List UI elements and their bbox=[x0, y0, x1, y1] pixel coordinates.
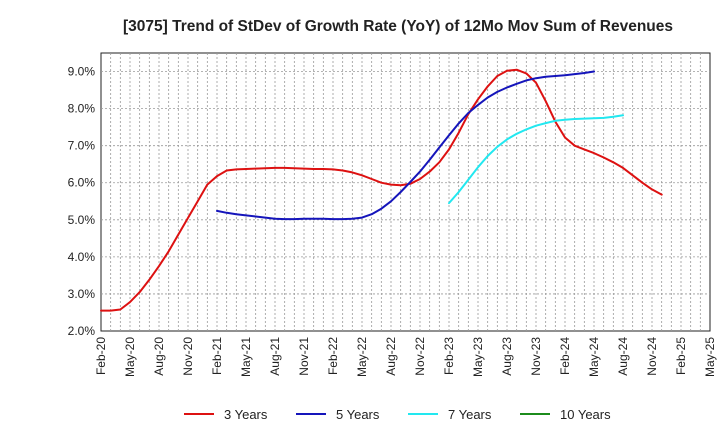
x-tick-label: Feb-22 bbox=[326, 337, 340, 375]
legend-label: 10 Years bbox=[560, 407, 611, 422]
x-tick-label: Aug-20 bbox=[152, 337, 166, 376]
y-tick-label: 9.0% bbox=[68, 65, 96, 79]
x-tick-label: Aug-24 bbox=[616, 337, 630, 376]
x-tick-label: May-25 bbox=[703, 337, 717, 377]
series-line-7-years bbox=[448, 114, 624, 205]
y-tick-label: 4.0% bbox=[68, 250, 96, 264]
series-line-3-years bbox=[100, 68, 663, 312]
x-tick-label: Aug-23 bbox=[500, 337, 514, 376]
x-tick-label: May-24 bbox=[587, 337, 601, 377]
y-tick-label: 6.0% bbox=[68, 176, 96, 190]
series-lines bbox=[100, 68, 663, 312]
x-tick-label: Aug-21 bbox=[268, 337, 282, 376]
x-tick-label: Nov-24 bbox=[645, 337, 659, 376]
grid-lines bbox=[101, 53, 710, 331]
y-tick-label: 7.0% bbox=[68, 139, 96, 153]
x-axis-ticks: Feb-20 May-20 Aug-20 Nov-20 Feb-21 May-21 Aug-… bbox=[94, 337, 717, 377]
x-tick-label: Feb-24 bbox=[558, 337, 572, 375]
y-tick-label: 2.0% bbox=[68, 324, 96, 338]
x-tick-label: May-21 bbox=[239, 337, 253, 377]
legend-label: 7 Years bbox=[448, 407, 492, 422]
x-tick-label: Feb-21 bbox=[210, 337, 224, 375]
legend-label: 3 Years bbox=[224, 407, 268, 422]
x-tick-label: May-22 bbox=[355, 337, 369, 377]
y-axis-ticks: 2.0% 3.0% 4.0% 5.0% 6.0% 7.0% 8.0% 9.0% bbox=[68, 65, 96, 338]
x-tick-label: Feb-20 bbox=[94, 337, 108, 375]
x-tick-label: Nov-20 bbox=[181, 337, 195, 376]
legend-label: 5 Years bbox=[336, 407, 380, 422]
x-tick-label: Nov-21 bbox=[297, 337, 311, 376]
series-line-5-years bbox=[216, 70, 595, 221]
y-tick-label: 3.0% bbox=[68, 287, 96, 301]
chart-title: [3075] Trend of StDev of Growth Rate (Yo… bbox=[123, 18, 673, 35]
x-tick-label: Feb-25 bbox=[674, 337, 688, 375]
x-tick-label: Nov-22 bbox=[413, 337, 427, 376]
x-tick-label: Feb-23 bbox=[442, 337, 456, 375]
plot-frame bbox=[100, 52, 711, 332]
x-tick-label: Nov-23 bbox=[529, 337, 543, 376]
x-tick-label: Aug-22 bbox=[384, 337, 398, 376]
y-tick-label: 5.0% bbox=[68, 213, 96, 227]
y-tick-label: 8.0% bbox=[68, 102, 96, 116]
plot-area bbox=[100, 52, 711, 332]
x-tick-label: May-20 bbox=[123, 337, 137, 377]
legend: 3 Years 5 Years 7 Years 10 Years bbox=[184, 407, 611, 422]
x-tick-label: May-23 bbox=[471, 337, 485, 377]
